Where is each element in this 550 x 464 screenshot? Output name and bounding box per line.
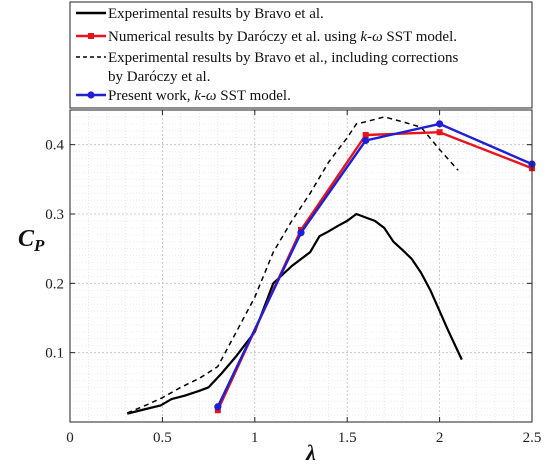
x-tick-label: 2 <box>436 430 444 446</box>
y-tick-label: 0.3 <box>45 207 64 223</box>
grid <box>70 110 532 422</box>
series-3 <box>214 120 536 411</box>
y-axis-label-main: C <box>18 226 35 252</box>
legend-label-part: Present work, <box>108 88 194 104</box>
legend-entry: Experimental results by Bravo et al., in… <box>76 50 458 85</box>
legend-label-part: SST model. <box>217 88 291 104</box>
data-point <box>297 229 305 237</box>
legend-label: Experimental results by Bravo et al. <box>108 6 324 22</box>
legend-label: Present work, k-ω SST model. <box>108 88 291 104</box>
x-tick-label: 2.5 <box>523 430 542 446</box>
legend-box <box>69 1 533 109</box>
y-tick-label: 0.4 <box>45 138 64 154</box>
data-point <box>362 131 369 138</box>
plot-frame <box>69 109 533 423</box>
legend-label: by Daróczy et al. <box>108 69 210 85</box>
series-line <box>127 212 463 415</box>
legend-label: Experimental results by Bravo et al., in… <box>108 50 458 66</box>
legend-marker <box>88 33 94 39</box>
legend-label: Numerical results by Daróczy et al. usin… <box>108 29 457 45</box>
legend-label-part: SST model. <box>383 29 457 45</box>
x-tick-label: 1.5 <box>338 430 357 446</box>
y-tick-label: 0.1 <box>45 346 64 362</box>
x-tick-label: 1 <box>251 430 259 446</box>
x-tick-label: 0.5 <box>153 430 172 446</box>
legend-label-part: Experimental results by Bravo et al., in… <box>108 50 458 66</box>
legend: Experimental results by Bravo et al. Nume… <box>69 1 533 109</box>
y-axis-label: CP <box>18 226 45 255</box>
y-axis-label-sub: P <box>33 236 45 255</box>
legend-marker <box>87 91 95 99</box>
legend-entry: Experimental results by Bravo et al. <box>76 6 324 22</box>
data-point <box>436 129 443 136</box>
legend-label-part: k-ω <box>360 29 382 45</box>
series-1 <box>214 129 535 414</box>
data-point <box>362 136 370 145</box>
series-line <box>216 122 533 408</box>
legend-entry: Present work, k-ω SST model. <box>76 88 291 104</box>
x-tick-label: 0 <box>66 430 74 446</box>
series-layer <box>127 116 536 415</box>
legend-label-part: k-ω <box>194 88 216 104</box>
axis-ticks: 0 0.5 1 1.5 2 2.5 0.1 0.2 0.3 0.4 <box>45 110 541 446</box>
legend-label-part: by Daróczy et al. <box>108 69 210 85</box>
series-2 <box>127 116 459 414</box>
y-tick-label: 0.2 <box>45 276 64 292</box>
data-point <box>436 120 444 128</box>
series-0 <box>127 212 463 415</box>
data-point <box>214 403 222 411</box>
x-axis-label: λ <box>305 440 316 464</box>
legend-label-part: Experimental results by Bravo et al. <box>108 6 324 22</box>
legend-label-part: Numerical results by Daróczy et al. usin… <box>108 29 360 45</box>
series-line <box>127 116 459 414</box>
legend-entry: Numerical results by Daróczy et al. usin… <box>76 29 457 45</box>
